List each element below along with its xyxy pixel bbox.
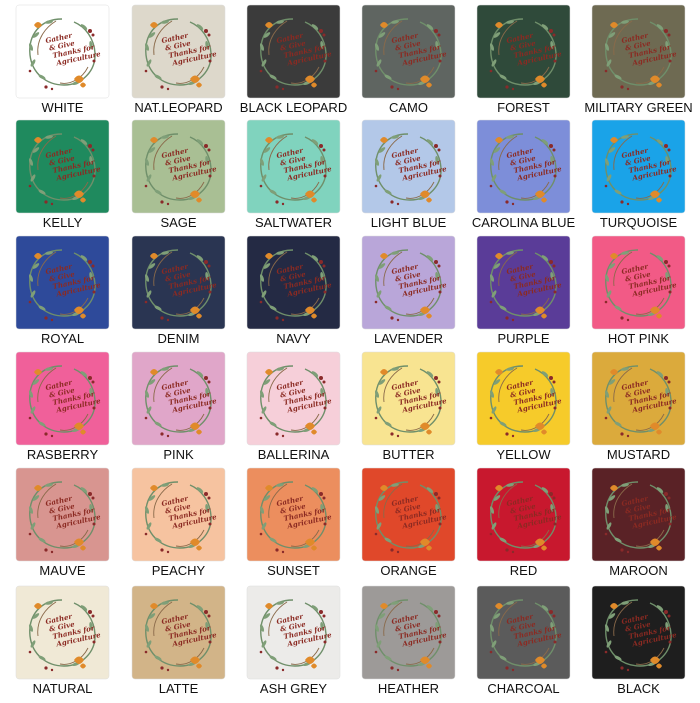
swatch-label: HOT PINK [608, 331, 669, 346]
swatch-label: MUSTARD [607, 447, 670, 462]
swatch-label: RASBERRY [27, 447, 99, 462]
swatch-label: CAMO [389, 100, 428, 115]
swatch-label: ROYAL [41, 331, 84, 346]
swatch-label: DENIM [158, 331, 200, 346]
swatch-label: BLACK LEOPARD [240, 100, 347, 115]
swatch-label: MAROON [609, 563, 668, 578]
swatch-label: NATURAL [33, 681, 93, 696]
swatch-label: SAGE [160, 215, 196, 230]
swatch-label: TURQUOISE [600, 215, 678, 230]
swatch-label: PURPLE [497, 331, 549, 346]
swatch-label: MILITARY GREEN [584, 100, 692, 115]
swatch-label: ASH GREY [260, 681, 328, 696]
swatch-label: BLACK [617, 681, 660, 696]
swatch-label: HEATHER [378, 681, 439, 696]
swatch-label: LATTE [159, 681, 199, 696]
swatch-label: CAROLINA BLUE [472, 215, 576, 230]
swatch-label: BUTTER [383, 447, 435, 462]
swatch-label: ORANGE [380, 563, 437, 578]
swatch-label: NAVY [276, 331, 311, 346]
swatch-label: WHITE [42, 100, 84, 115]
swatch-label: BALLERINA [258, 447, 330, 462]
swatch-label: NAT.LEOPARD [134, 100, 222, 115]
swatch-label: SALTWATER [255, 215, 332, 230]
swatch-label: LIGHT BLUE [371, 215, 447, 230]
swatch-label: RED [510, 563, 537, 578]
swatch-label: KELLY [43, 215, 83, 230]
swatch-label: YELLOW [496, 447, 551, 462]
swatch-label: PEACHY [152, 563, 206, 578]
swatch-label: SUNSET [267, 563, 320, 578]
swatch-label: PINK [163, 447, 194, 462]
swatch-label: LAVENDER [374, 331, 443, 346]
swatch-label: CHARCOAL [487, 681, 559, 696]
swatch-label: MAUVE [39, 563, 86, 578]
swatch-label: FOREST [497, 100, 550, 115]
